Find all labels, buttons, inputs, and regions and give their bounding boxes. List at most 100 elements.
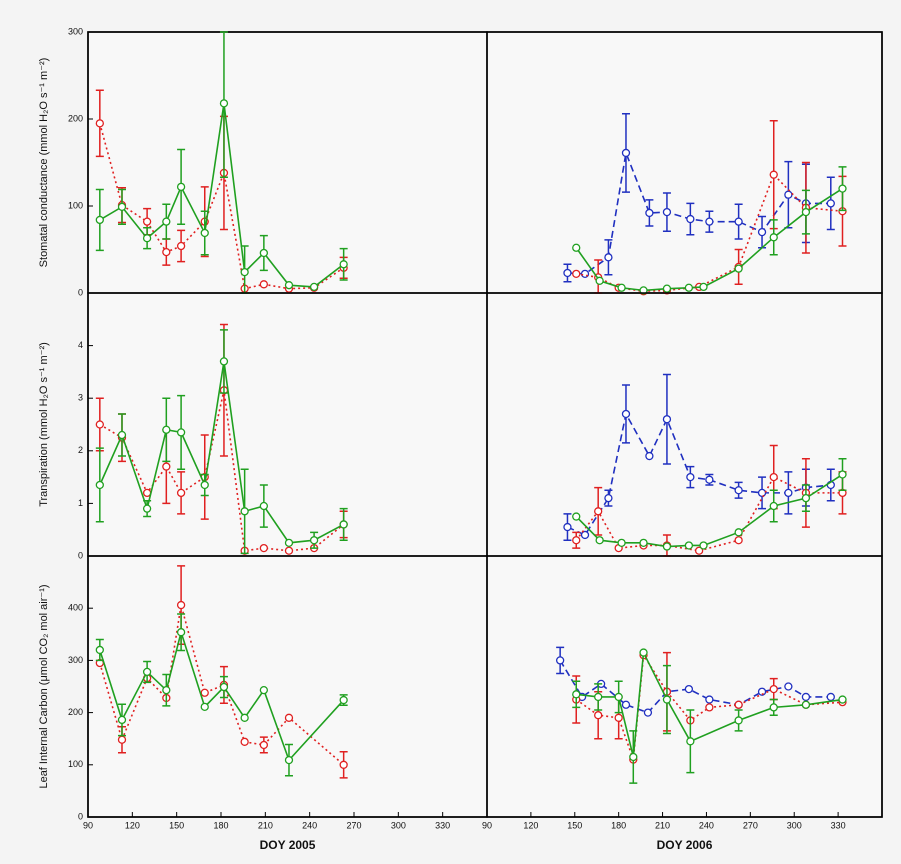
series-line bbox=[575, 476, 843, 552]
data-point bbox=[838, 470, 847, 479]
data-point bbox=[769, 233, 778, 242]
data-point bbox=[594, 507, 603, 516]
x-tick-label: 300 bbox=[787, 820, 802, 830]
data-point bbox=[643, 708, 653, 717]
data-point bbox=[95, 119, 104, 128]
data-point bbox=[572, 690, 581, 699]
y-tick-label: 4 bbox=[78, 340, 83, 350]
data-point bbox=[684, 541, 694, 550]
data-point bbox=[662, 207, 672, 217]
data-point bbox=[705, 703, 714, 712]
data-point bbox=[284, 755, 294, 765]
data-point bbox=[614, 713, 623, 722]
x-tick-label: 120 bbox=[523, 820, 538, 830]
data-point bbox=[639, 648, 648, 657]
data-point bbox=[95, 215, 104, 225]
data-point bbox=[734, 217, 743, 226]
data-point bbox=[200, 688, 209, 697]
x-tick-label: 90 bbox=[83, 820, 93, 830]
series-line bbox=[99, 103, 345, 288]
data-point bbox=[339, 260, 348, 269]
data-point bbox=[621, 409, 631, 419]
x-tick-label: 270 bbox=[743, 820, 758, 830]
data-point bbox=[95, 645, 104, 655]
data-point bbox=[162, 217, 171, 226]
data-point bbox=[629, 752, 638, 762]
data-point bbox=[259, 740, 269, 750]
panel-frame bbox=[486, 555, 883, 818]
data-point bbox=[594, 711, 603, 720]
data-point bbox=[162, 247, 171, 257]
data-point bbox=[784, 190, 793, 199]
data-point bbox=[555, 656, 565, 665]
data-point bbox=[769, 170, 778, 179]
data-point bbox=[801, 207, 811, 217]
x-tick-label: 240 bbox=[699, 820, 714, 830]
data-point bbox=[645, 451, 654, 461]
x-tick-label: 180 bbox=[213, 820, 228, 830]
series-line bbox=[99, 123, 345, 290]
data-point bbox=[734, 486, 743, 495]
plot-frame bbox=[87, 31, 883, 818]
data-point bbox=[219, 682, 229, 692]
data-point bbox=[686, 737, 695, 746]
data-point bbox=[95, 420, 104, 429]
data-point bbox=[176, 488, 186, 498]
data-point bbox=[784, 682, 793, 691]
data-point bbox=[705, 217, 714, 226]
data-point bbox=[176, 600, 186, 610]
data-point bbox=[572, 269, 581, 279]
data-point bbox=[604, 493, 613, 503]
series-line bbox=[99, 390, 345, 552]
data-point bbox=[694, 546, 704, 555]
data-point bbox=[259, 543, 269, 553]
data-point bbox=[734, 264, 743, 273]
data-point bbox=[219, 99, 229, 108]
data-point bbox=[240, 713, 249, 722]
data-point bbox=[117, 430, 127, 440]
y-tick-label: 2 bbox=[78, 445, 83, 455]
data-point bbox=[617, 283, 626, 292]
data-point bbox=[572, 512, 581, 521]
data-point bbox=[117, 735, 127, 744]
data-point bbox=[176, 628, 186, 637]
data-point bbox=[339, 695, 348, 705]
data-point bbox=[259, 501, 269, 511]
x-tick-label: 210 bbox=[655, 820, 670, 830]
data-point bbox=[117, 715, 127, 725]
x-tick-label: 240 bbox=[302, 820, 317, 830]
data-point bbox=[259, 248, 269, 258]
x-tick-label: 120 bbox=[125, 820, 140, 830]
data-point bbox=[339, 520, 348, 529]
data-point bbox=[176, 241, 186, 251]
y-axis-label: Stomatal conductance (mmol H₂O s⁻¹ m⁻²) bbox=[38, 58, 50, 268]
data-point bbox=[563, 268, 572, 278]
data-point bbox=[699, 541, 708, 550]
x-axis-label: DOY 2006 bbox=[657, 838, 713, 852]
data-point bbox=[801, 493, 811, 503]
data-point bbox=[162, 462, 171, 471]
data-point bbox=[580, 530, 590, 540]
data-point bbox=[639, 286, 648, 295]
data-point bbox=[200, 702, 209, 712]
data-point bbox=[142, 667, 152, 677]
data-point bbox=[617, 538, 626, 547]
data-point bbox=[162, 425, 171, 434]
data-point bbox=[284, 546, 294, 555]
data-point bbox=[162, 686, 171, 695]
x-tick-label: 150 bbox=[567, 820, 582, 830]
y-tick-label: 300 bbox=[68, 26, 83, 36]
data-point bbox=[621, 700, 631, 709]
x-axis-label: DOY 2005 bbox=[260, 838, 316, 852]
data-point bbox=[594, 692, 603, 702]
y-tick-label: 200 bbox=[68, 707, 83, 717]
data-point bbox=[705, 475, 714, 484]
data-point bbox=[95, 480, 104, 490]
data-point bbox=[240, 267, 249, 277]
data-point bbox=[769, 501, 778, 511]
y-tick-label: 3 bbox=[78, 393, 83, 403]
data-point bbox=[621, 148, 631, 158]
data-point bbox=[240, 507, 249, 516]
y-axis-label: Leaf Internal Carbon (μmol CO₂ mol air⁻¹… bbox=[38, 584, 50, 788]
